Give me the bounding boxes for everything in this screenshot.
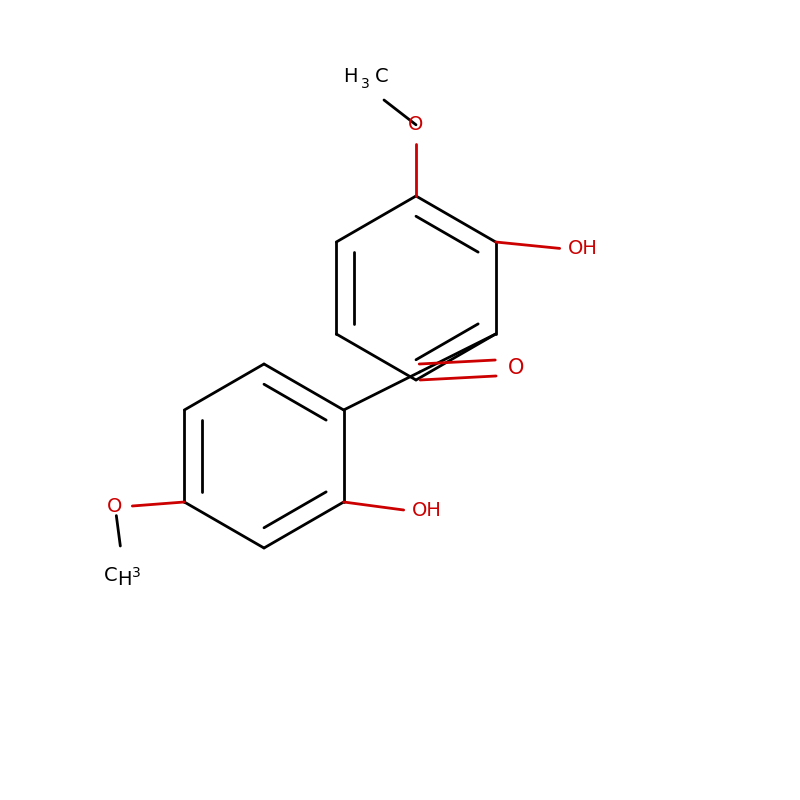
- Text: O: O: [408, 114, 424, 134]
- Text: O: O: [508, 358, 524, 378]
- Text: H: H: [343, 66, 358, 86]
- Text: OH: OH: [568, 239, 598, 258]
- Text: O: O: [106, 497, 122, 515]
- Text: C: C: [375, 66, 389, 86]
- Text: 3: 3: [361, 77, 370, 91]
- Text: OH: OH: [412, 501, 442, 519]
- Text: 3: 3: [131, 566, 140, 580]
- Text: H: H: [117, 570, 132, 589]
- Text: C: C: [104, 566, 118, 585]
